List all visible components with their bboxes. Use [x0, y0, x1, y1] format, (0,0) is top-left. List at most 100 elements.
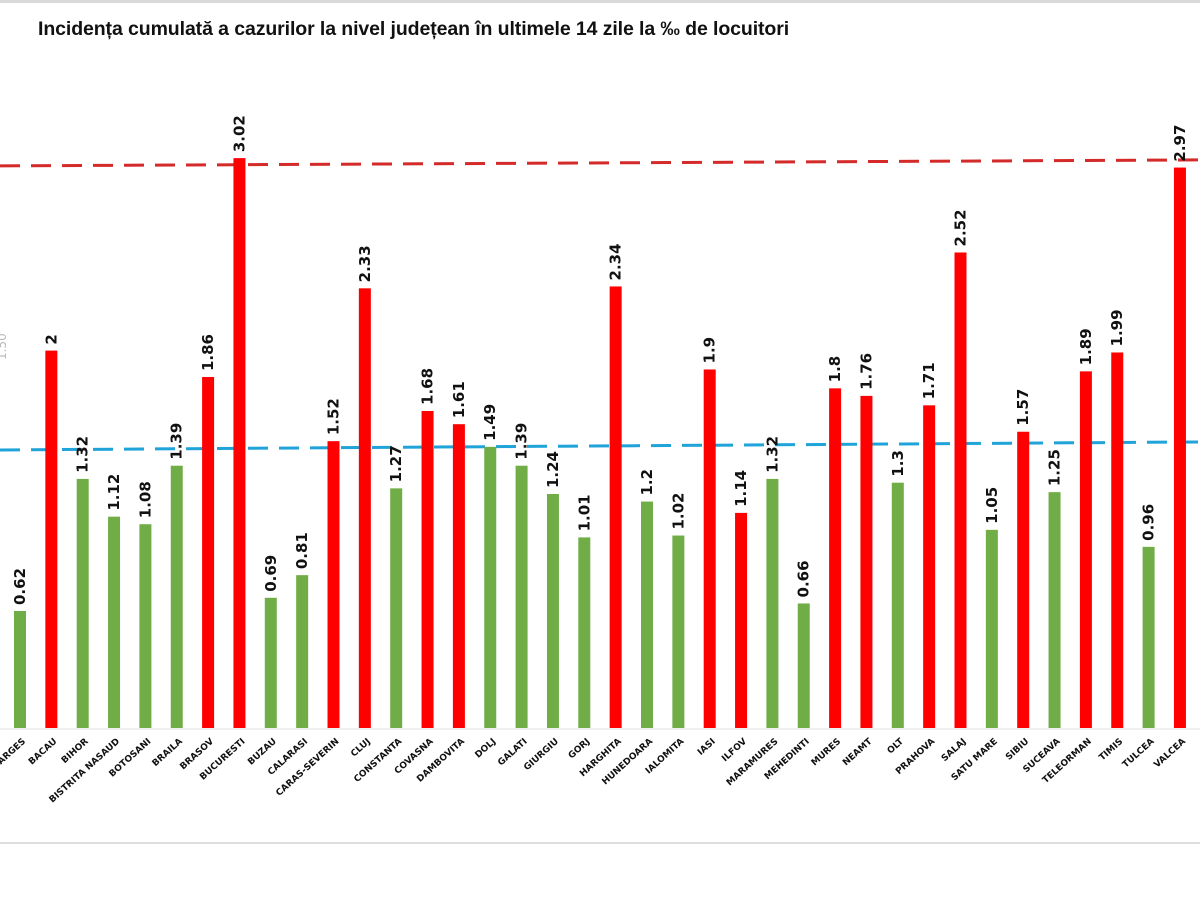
- value-label: 2.52: [952, 209, 970, 246]
- bar-brasov: [202, 377, 215, 728]
- bar-iasi: [703, 369, 716, 728]
- category-label: BIHOR: [60, 737, 91, 766]
- bar-neamt: [860, 395, 873, 728]
- bar-bistrita-nasaud: [108, 516, 121, 728]
- value-label: 1.32: [74, 436, 92, 473]
- bar-arges: [14, 611, 26, 728]
- value-label: 1.39: [168, 423, 186, 460]
- bar-mehedinti: [797, 603, 810, 728]
- value-label: 0.62: [11, 568, 29, 605]
- value-label: 1.32: [763, 436, 781, 473]
- value-label: 1.68: [419, 368, 437, 405]
- top-strip: [0, 0, 1200, 3]
- value-label: 1.57: [1014, 389, 1032, 426]
- bar-satu-mare: [985, 529, 998, 728]
- value-label: 1.49: [481, 404, 499, 441]
- bottom-divider: [0, 842, 1200, 844]
- bar-prahova: [923, 405, 936, 728]
- reference-lines: [0, 158, 1200, 452]
- value-label: 1.99: [1108, 309, 1126, 346]
- value-label: 1.76: [857, 353, 875, 390]
- category-label: NEAMT: [841, 736, 875, 768]
- category-label: ILFOV: [720, 737, 749, 764]
- value-label: 1.02: [669, 493, 687, 530]
- bar-buzau: [264, 597, 277, 728]
- bars-group: [14, 158, 1186, 729]
- value-label: 1.61: [450, 381, 468, 418]
- bar-teleorman: [1079, 371, 1092, 728]
- value-label: 1.12: [105, 474, 123, 511]
- bar-braila: [170, 465, 183, 728]
- bar-calarasi: [296, 575, 309, 728]
- bar-bihor: [76, 478, 89, 728]
- value-label: 1.9: [701, 337, 719, 364]
- category-label: TIMIS: [1098, 737, 1126, 763]
- category-label: MURES: [810, 737, 843, 768]
- bar-timis: [1111, 352, 1124, 728]
- category-label: DOLJ: [474, 737, 499, 761]
- category-label: IASI: [696, 737, 718, 758]
- value-label: 1.71: [920, 362, 938, 399]
- bar-sibiu: [1017, 431, 1030, 728]
- reference-line-threshold-1.5: [0, 440, 1200, 452]
- bar-cluj: [358, 288, 371, 728]
- value-labels-group: 0.62 2 1.32 1.12 1.08 1.39 1.86 3.02 0.69 0.81 1.5…: [11, 115, 1189, 605]
- bar-hunedoara: [641, 501, 653, 728]
- value-label: 0.96: [1140, 504, 1158, 541]
- value-label: 0.69: [262, 555, 280, 592]
- bar-giurgiu: [546, 494, 559, 728]
- value-label: 0.81: [293, 532, 311, 569]
- category-label: TULCEA: [1121, 737, 1157, 770]
- value-label: 1.05: [983, 487, 1001, 524]
- edge-label-cutoff: 1.50: [0, 333, 9, 360]
- category-label: ARGES: [0, 737, 28, 767]
- category-label: VALCEA: [1152, 737, 1188, 770]
- bar-ialomita: [672, 535, 685, 728]
- value-label: 3.02: [230, 115, 248, 152]
- value-label: 1.27: [387, 445, 405, 482]
- value-label: 1.3: [889, 450, 907, 477]
- bar-suceava: [1048, 492, 1061, 728]
- bar-maramures: [766, 478, 779, 728]
- bar-covasna: [421, 410, 434, 728]
- value-label: 2.33: [356, 245, 374, 282]
- value-label: 1.25: [1046, 449, 1064, 486]
- value-label: 1.8: [826, 356, 844, 383]
- value-label: 1.52: [325, 398, 343, 435]
- bar-salaj: [954, 252, 967, 728]
- value-label: 0.66: [795, 560, 813, 597]
- category-label: SALAJ: [940, 737, 969, 764]
- bar-galati: [515, 465, 528, 728]
- value-label: 1.2: [638, 469, 656, 496]
- bar-harghita: [609, 286, 622, 728]
- value-label: 1.08: [136, 481, 154, 518]
- value-label: 1.01: [575, 494, 593, 531]
- value-label: 2.34: [607, 243, 625, 280]
- bar-bacau: [45, 350, 58, 728]
- category-label: BACAU: [27, 737, 59, 767]
- bar-olt: [891, 482, 904, 728]
- bar-ilfov: [735, 512, 748, 728]
- category-label: GORJ: [567, 737, 593, 761]
- value-label: 1.89: [1077, 328, 1095, 365]
- bar-caras-severin: [327, 441, 340, 728]
- value-label: 1.24: [544, 451, 562, 488]
- bar-gorj: [578, 537, 591, 728]
- value-label: 1.14: [732, 470, 750, 507]
- value-label: 1.86: [199, 334, 217, 371]
- bar-dolj: [484, 446, 497, 728]
- category-label: SIBIU: [1004, 737, 1031, 763]
- category-label: CLUJ: [349, 737, 373, 760]
- value-label: 1.39: [513, 423, 531, 460]
- category-label: OLT: [886, 736, 907, 756]
- category-label: GIURGIU: [522, 737, 561, 773]
- bar-botosani: [139, 524, 152, 728]
- bar-valcea: [1173, 167, 1186, 728]
- bar-bucuresti: [233, 158, 246, 729]
- bar-dambovita: [452, 424, 465, 728]
- value-label: 2.97: [1171, 125, 1189, 162]
- reference-line-threshold-3: [0, 158, 1200, 168]
- bar-tulcea: [1142, 546, 1155, 728]
